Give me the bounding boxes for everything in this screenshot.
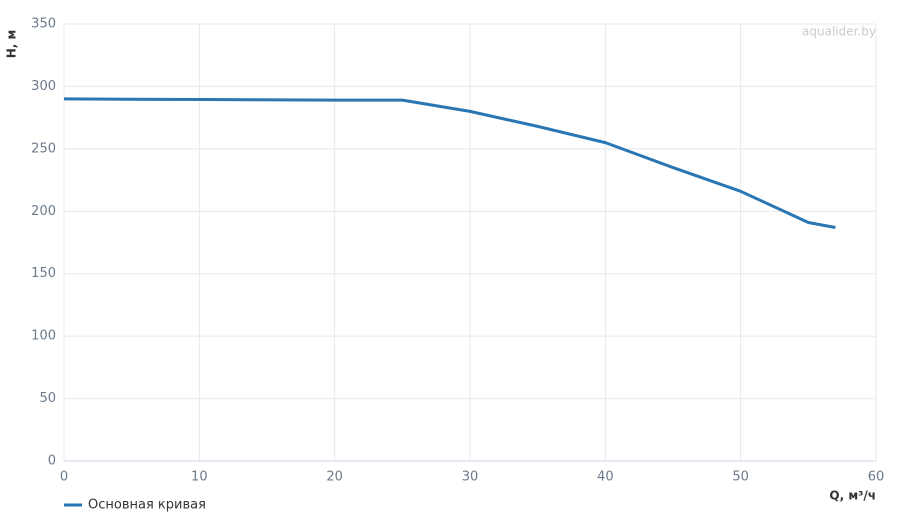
x-tick-label: 30 [462, 470, 479, 485]
x-tick-label: 0 [60, 470, 68, 485]
x-tick-label: 60 [868, 470, 885, 485]
y-tick-label: 300 [31, 79, 56, 94]
watermark: aqualider.by [802, 25, 876, 39]
x-tick-label: 20 [326, 470, 343, 485]
y-axis-title: H, м [5, 30, 19, 59]
x-tick-label: 40 [597, 470, 614, 485]
x-tick-label: 10 [191, 470, 208, 485]
legend-label: Основная кривая [88, 498, 206, 513]
y-tick-label: 150 [31, 266, 56, 281]
y-tick-label: 200 [31, 204, 56, 219]
x-tick-label: 50 [732, 470, 749, 485]
y-tick-label: 100 [31, 329, 56, 344]
y-tick-label: 250 [31, 141, 56, 156]
y-tick-label: 350 [31, 17, 56, 32]
y-tick-label: 50 [39, 391, 56, 406]
x-axis-title: Q, м³/ч [829, 489, 876, 503]
data-line [63, 97, 836, 229]
y-tick-label: 0 [48, 454, 56, 469]
